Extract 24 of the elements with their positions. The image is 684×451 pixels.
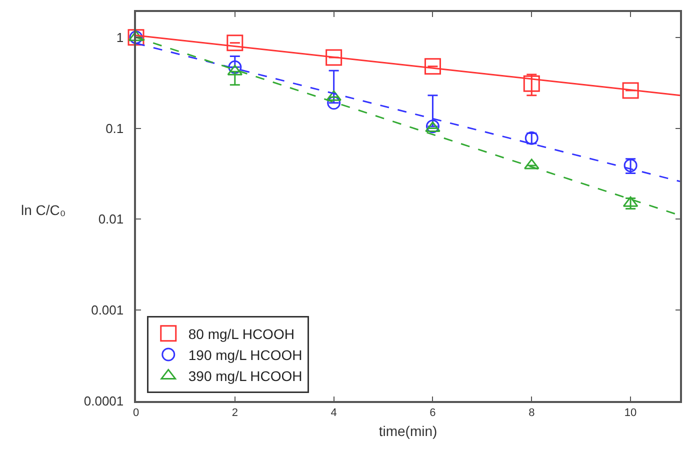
x-tick-label: 6: [430, 406, 436, 419]
y-tick-label: 0.0001: [84, 394, 124, 409]
point: [326, 90, 342, 101]
y-tick-label: 0.1: [106, 120, 124, 136]
x-axis-title: time(min): [378, 422, 438, 439]
x-tick-label: 2: [232, 406, 238, 419]
x-tick-label: 0: [132, 406, 140, 419]
y-tick-label: 0.01: [98, 212, 124, 227]
point: [622, 82, 639, 99]
x-tick-label: 10: [624, 406, 637, 419]
x-tick-label: 4: [330, 406, 337, 419]
point: [228, 60, 242, 74]
point: [327, 96, 341, 110]
legend-label: 390 mg/L HCOOH: [188, 368, 302, 384]
x-tick-label: 8: [528, 406, 535, 419]
y-tick-label: 1: [116, 30, 124, 45]
legend-label: 190 mg/L HCOOH: [188, 346, 302, 363]
y-axis-title: ln C/C₀: [21, 202, 66, 218]
point: [226, 34, 244, 52]
point: [326, 49, 342, 66]
y-tick-label: 0.001: [91, 302, 124, 318]
point: [424, 58, 441, 75]
point: [523, 75, 540, 92]
legend-label: 80 mg/L HCOOH: [188, 326, 294, 342]
